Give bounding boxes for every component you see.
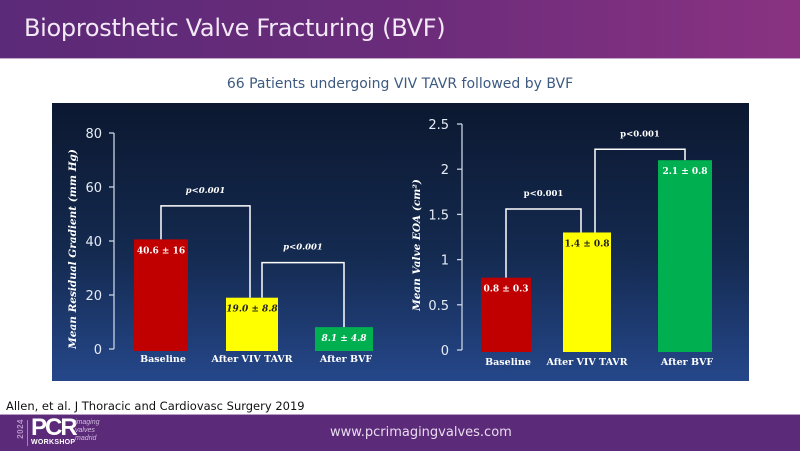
bar-data-label: 2.1 ± 0.8: [662, 167, 707, 177]
logo-tagline-line: valves: [75, 427, 95, 434]
bar: [658, 160, 712, 352]
x-category-label: After BVF: [660, 357, 713, 368]
bar-data-label: 40.6 ± 16: [137, 246, 185, 256]
slide-header: Bioprosthetic Valve Fracturing (BVF): [0, 0, 800, 59]
p-value-label: p<0.001: [620, 129, 660, 139]
p-value-label: p<0.001: [186, 186, 226, 196]
y-tick-label: 1: [441, 254, 449, 269]
y-axis-label: Mean Valve EOA (cm²): [411, 179, 423, 312]
x-category-label: After VIV TAVR: [545, 357, 627, 368]
significance-bracket: [261, 261, 345, 328]
pcr-workshop-logo: 2024 PCR WORKSHOP imaging valves madrid: [16, 414, 116, 448]
bar: [315, 327, 373, 351]
significance-bracket: [594, 148, 686, 233]
y-tick-label: 20: [85, 289, 102, 304]
y-tick-label: 0.5: [428, 299, 449, 314]
significance-bracket: [505, 208, 582, 278]
citation: Allen, et al. J Thoracic and Cardiovasc …: [6, 399, 305, 413]
bar: [226, 297, 278, 351]
y-tick-label: 1.5: [428, 208, 449, 223]
bar-data-label: 19.0 ± 8.8: [226, 305, 278, 315]
y-tick-label: 2.5: [428, 118, 449, 133]
y-tick-label: 2: [441, 163, 449, 178]
p-value-label: p<0.001: [524, 189, 564, 199]
bar-data-label: 1.4 ± 0.8: [564, 239, 609, 249]
bar: [134, 239, 188, 351]
y-axis-label: Mean Residual Gradient (mm Hg): [67, 149, 79, 350]
bar: [481, 277, 531, 352]
x-category-label: Baseline: [140, 354, 186, 365]
bar-data-label: 8.1 ± 4.8: [321, 334, 367, 344]
bar-data-label: 0.8 ± 0.3: [483, 285, 528, 295]
y-tick-label: 0: [94, 343, 102, 358]
logo-tagline: imaging valves madrid: [75, 419, 100, 443]
logo-year: 2024: [16, 419, 25, 439]
logo-brand: PCR: [31, 414, 78, 441]
y-tick-label: 80: [85, 127, 102, 142]
footer-url[interactable]: www.pcrimagingvalves.com: [330, 425, 512, 440]
x-category-label: Baseline: [485, 357, 531, 368]
y-tick-label: 40: [85, 235, 102, 250]
y-tick-label: 0: [441, 344, 449, 359]
p-value-label: p<0.001: [283, 243, 323, 253]
logo-tagline-line: imaging: [75, 419, 100, 426]
slide-title: Bioprosthetic Valve Fracturing (BVF): [24, 14, 446, 42]
y-tick-label: 60: [85, 181, 102, 196]
x-category-label: After VIV TAVR: [210, 354, 292, 365]
significance-bracket: [160, 205, 251, 298]
logo-divider: [27, 420, 28, 446]
bar: [563, 232, 611, 352]
x-category-label: After BVF: [319, 354, 372, 365]
logo-workshop: WORKSHOP: [31, 439, 76, 446]
logo-tagline-line: madrid: [75, 435, 97, 442]
slide-footer: 2024 PCR WORKSHOP imaging valves madrid …: [0, 414, 800, 451]
chart-subtitle: 66 Patients undergoing VIV TAVR followed…: [226, 76, 574, 92]
